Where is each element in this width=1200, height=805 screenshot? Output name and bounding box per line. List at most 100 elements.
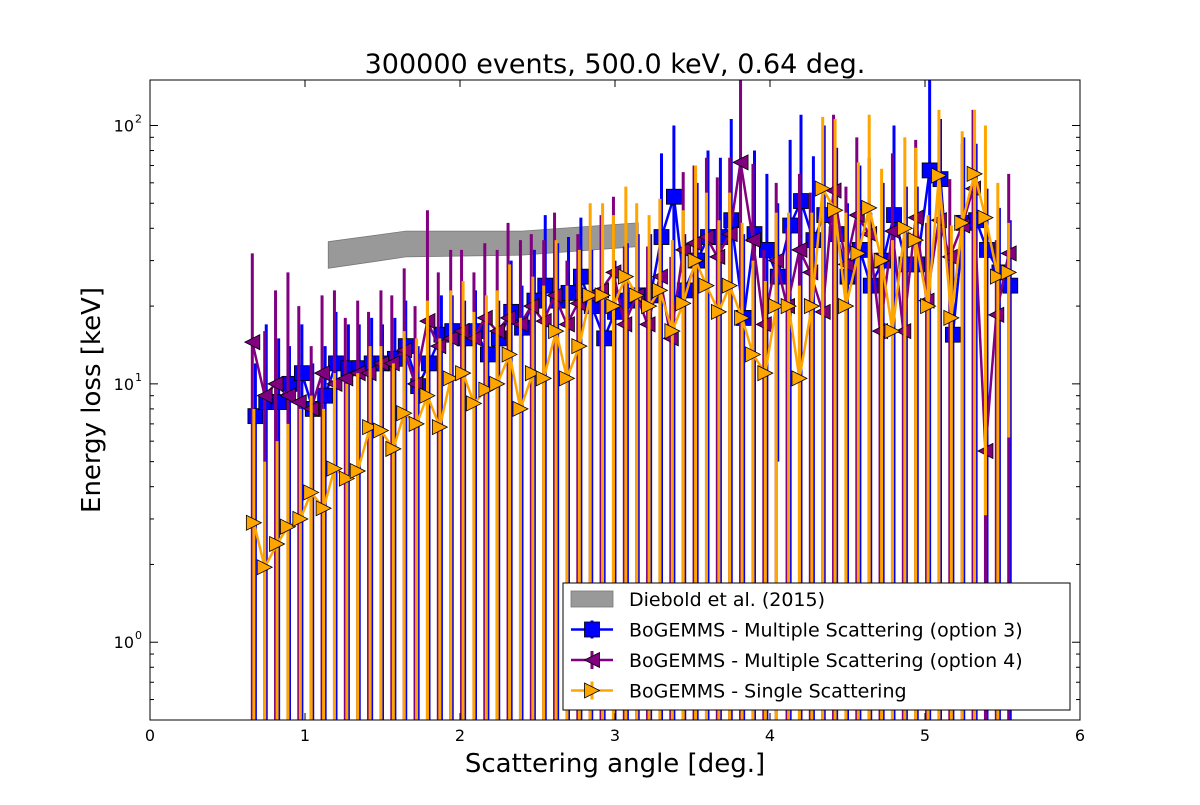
x-tick-label: 3 xyxy=(610,726,620,745)
data-point xyxy=(442,370,460,387)
data-point xyxy=(628,287,646,304)
data-point xyxy=(861,199,878,216)
data-point xyxy=(429,337,447,355)
legend-marker xyxy=(584,682,601,699)
y-tick-label: 10 xyxy=(114,375,134,394)
data-point xyxy=(293,365,310,382)
x-tick-label: 6 xyxy=(1075,726,1085,745)
data-point xyxy=(419,387,436,404)
data-point xyxy=(421,355,437,372)
data-point xyxy=(256,559,274,576)
data-point xyxy=(524,365,542,382)
data-point xyxy=(1002,277,1019,294)
data-point xyxy=(744,231,761,249)
data-point xyxy=(615,316,633,333)
data-point xyxy=(896,220,914,237)
data-point xyxy=(499,309,516,327)
data-point xyxy=(479,346,496,363)
data-point xyxy=(825,182,842,199)
data-point xyxy=(489,375,506,393)
data-point xyxy=(793,193,809,209)
legend-box xyxy=(562,582,1071,711)
data-point xyxy=(385,440,402,458)
data-point xyxy=(279,387,296,404)
data-point xyxy=(478,381,495,398)
data-point xyxy=(336,370,354,387)
data-point xyxy=(582,287,599,304)
data-point xyxy=(687,252,704,269)
data-point xyxy=(317,387,334,404)
legend-label: BoGEMMS - Single Scattering xyxy=(629,681,907,703)
data-point xyxy=(594,287,611,304)
data-point xyxy=(522,297,540,315)
data-point xyxy=(850,245,867,262)
data-point xyxy=(466,395,483,412)
data-point xyxy=(280,518,297,535)
data-point xyxy=(313,365,330,382)
legend-label: BoGEMMS - Multiple Scattering (option 4) xyxy=(629,650,1023,672)
data-point xyxy=(931,167,948,184)
legend-marker xyxy=(584,621,600,638)
y-tick-label: 10 xyxy=(114,116,134,135)
data-point xyxy=(732,154,749,171)
legend: Diebold et al. (2015) BoGEMMS - Multiple … xyxy=(562,582,1071,711)
data-point xyxy=(827,202,844,219)
data-point xyxy=(326,460,343,477)
data-point xyxy=(653,229,670,245)
x-axis-label: Scattering angle [deg.] xyxy=(465,749,765,779)
data-point xyxy=(641,297,658,315)
data-point xyxy=(886,207,902,223)
data-point xyxy=(710,303,728,320)
data-point xyxy=(745,346,762,363)
data-point xyxy=(848,206,865,224)
x-tick-label: 5 xyxy=(920,726,930,745)
data-point xyxy=(755,316,772,333)
data-point xyxy=(617,268,635,285)
data-point xyxy=(734,309,751,327)
data-point xyxy=(571,337,588,355)
y-tick-exponent: 2 xyxy=(135,112,142,125)
data-point xyxy=(548,322,565,340)
data-point xyxy=(814,180,832,197)
legend-item: BoGEMMS - Multiple Scattering (option 4) xyxy=(571,650,1023,672)
data-point xyxy=(431,418,449,436)
data-point xyxy=(546,287,563,304)
data-point xyxy=(373,422,390,439)
data-point xyxy=(987,306,1005,323)
data-point xyxy=(685,235,702,252)
x-tick-label: 1 xyxy=(300,726,310,745)
data-point xyxy=(803,297,821,315)
data-point xyxy=(573,268,589,285)
data-point xyxy=(569,295,586,312)
data-point xyxy=(559,370,576,387)
data-point xyxy=(338,470,356,487)
data-point xyxy=(247,408,264,425)
data-point xyxy=(605,297,622,315)
legend-swatch xyxy=(570,590,614,608)
data-point xyxy=(907,231,925,249)
data-point xyxy=(966,165,983,182)
x-tick-label: 2 xyxy=(455,726,465,745)
data-point xyxy=(349,462,367,480)
data-point xyxy=(675,295,692,312)
data-point xyxy=(269,535,286,553)
legend-label: BoGEMMS - Multiple Scattering (option 3) xyxy=(629,620,1023,642)
chart-title: 300000 events, 500.0 keV, 0.64 deg. xyxy=(365,49,866,80)
data-point xyxy=(512,400,529,418)
data-point xyxy=(455,365,472,382)
x-tick-label: 0 xyxy=(145,726,155,745)
data-point xyxy=(453,322,470,340)
data-point xyxy=(698,277,715,294)
data-point xyxy=(290,393,307,411)
data-point xyxy=(780,297,797,315)
legend-item: Diebold et al. (2015) xyxy=(570,589,825,611)
y-axis-label: Energy loss [keV] xyxy=(77,287,107,513)
data-point xyxy=(791,370,808,387)
y-tick-exponent: 1 xyxy=(135,371,142,384)
legend-label: Diebold et al. (2015) xyxy=(629,589,825,611)
data-point xyxy=(954,214,971,231)
y-tick-label: 10 xyxy=(114,633,134,652)
data-point xyxy=(708,248,726,266)
